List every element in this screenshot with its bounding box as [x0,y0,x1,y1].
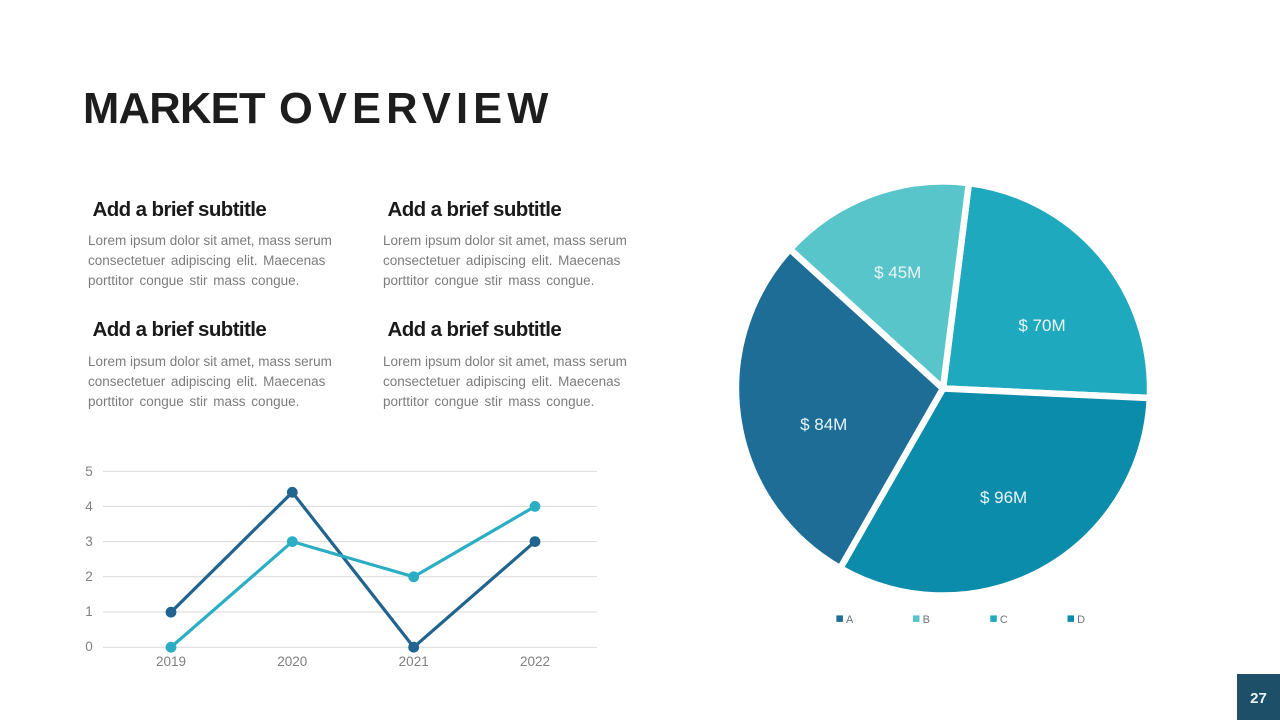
svg-text:5: 5 [85,464,93,479]
svg-text:2022: 2022 [520,654,550,669]
svg-text:2019: 2019 [156,654,186,669]
svg-text:1: 1 [85,604,93,619]
svg-text:D: D [1077,614,1085,626]
svg-text:2: 2 [85,569,93,584]
svg-text:$ 70M: $ 70M [1018,316,1065,335]
svg-text:$ 96M: $ 96M [980,488,1027,507]
svg-text:C: C [1000,614,1008,626]
svg-text:0: 0 [85,639,93,654]
svg-text:2020: 2020 [277,654,307,669]
svg-text:A: A [846,614,854,626]
svg-text:2021: 2021 [399,654,429,669]
svg-text:B: B [923,614,930,626]
svg-text:4: 4 [85,499,93,514]
svg-text:3: 3 [85,534,93,549]
svg-text:$ 84M: $ 84M [800,415,847,434]
svg-text:$ 45M: $ 45M [874,263,921,282]
